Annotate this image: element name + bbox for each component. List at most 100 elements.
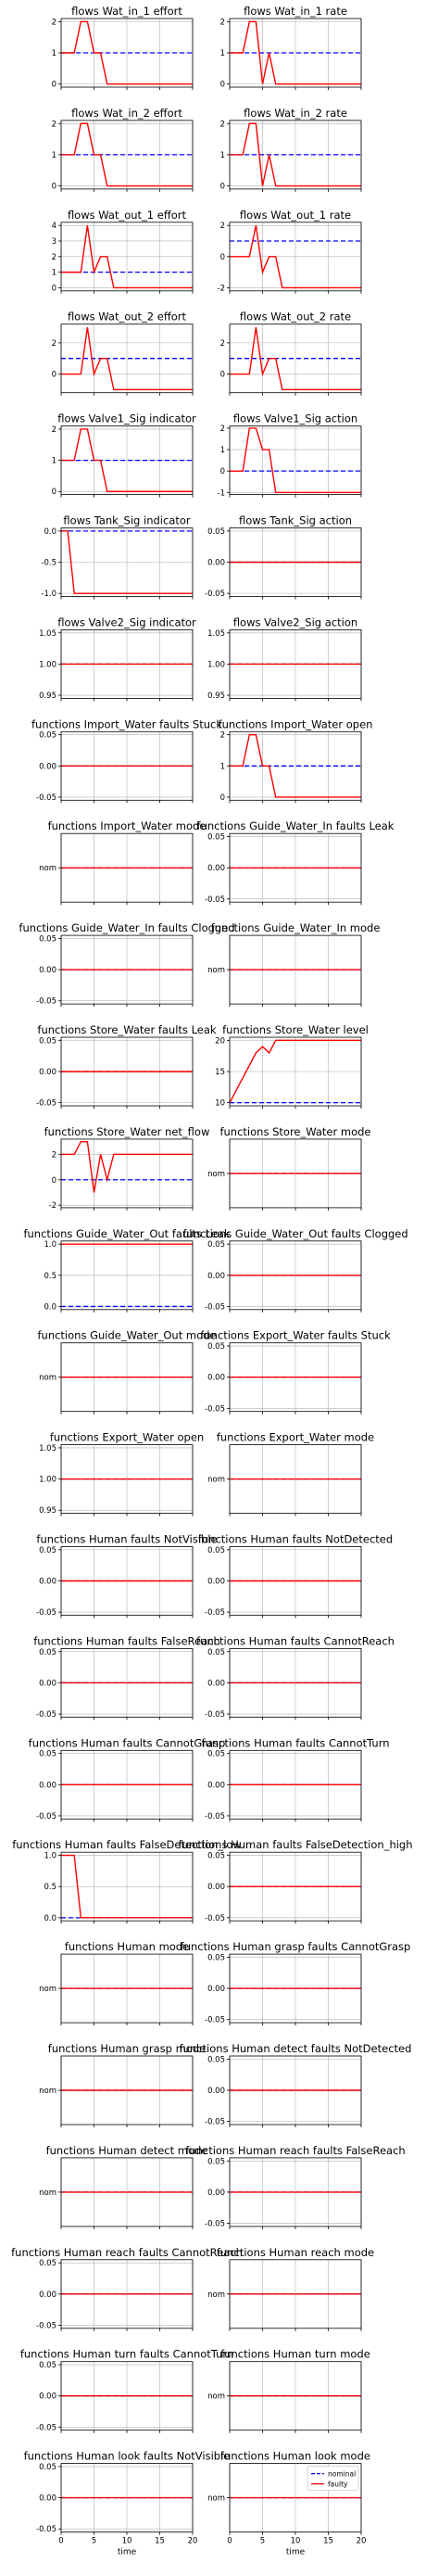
y-tick-label: -0.05: [205, 1404, 225, 1414]
y-tick-label: -0.05: [36, 1099, 56, 1109]
y-tick-label: -0.05: [36, 2321, 56, 2330]
y-tick-label: 0.00: [207, 1781, 225, 1790]
panel-title: functions Human faults CannotTurn: [201, 1736, 389, 1749]
plot-frame: [229, 1851, 362, 1922]
y-tick-label: 1: [220, 762, 225, 771]
y-tick-label: 0.05: [207, 2157, 225, 2166]
chart-panel: flows Valve1_Sig action -1 0 1 2: [218, 412, 362, 498]
panel-title: functions Store_Water level: [222, 1023, 369, 1036]
plot-frame: [229, 222, 362, 292]
y-tick-label: 0.05: [39, 2361, 56, 2370]
y-tick-label: 2: [52, 425, 56, 435]
faulty-series-line: [230, 427, 361, 493]
plot-frame: [229, 2259, 362, 2329]
panel-title: functions Human look faults NotVisible: [24, 2450, 231, 2463]
chart-panel: functions Human turn faults CannotTurn -0…: [20, 2348, 233, 2433]
chart-panel: flows Valve2_Sig indicator 0.95 1.00 1.05: [39, 615, 196, 702]
y-tick-label: nom: [39, 2087, 56, 2096]
y-tick-label: 0.05: [207, 527, 225, 537]
chart-panel: functions Store_Water level 10 15 20: [215, 1023, 369, 1109]
y-tick-label: 2: [220, 120, 225, 129]
x-tick-label: 15: [155, 2537, 165, 2546]
faulty-series-line: [61, 20, 193, 85]
plot-frame: [229, 1648, 362, 1718]
y-tick-label: nom: [207, 1170, 225, 1179]
panel-title: flows Wat_out_1 rate: [240, 209, 351, 222]
chart-panel: functions Guide_Water_Out faults Clogged…: [182, 1227, 408, 1313]
panel-title: flows Valve2_Sig action: [233, 615, 357, 628]
y-tick-label: 2: [220, 425, 225, 434]
panel-title: functions Export_Water faults Stuck: [200, 1329, 391, 1342]
y-tick-label: 1.0: [44, 1240, 56, 1250]
plot-frame: [229, 1953, 362, 2024]
panel-title: functions Store_Water net_flow: [44, 1125, 210, 1138]
plot-frame: [229, 1444, 362, 1514]
y-tick-label: -0.05: [205, 2220, 225, 2229]
panel-title: flows Wat_out_2 effort: [68, 311, 187, 324]
chart-panel: functions Store_Water mode nom: [207, 1125, 371, 1211]
plot-frame: [229, 324, 362, 394]
panel-title: functions Human faults NotDetected: [198, 1533, 393, 1546]
x-axis-label: time: [286, 2548, 306, 2557]
chart-panel: functions Human grasp mode nom: [39, 2042, 206, 2127]
chart-panel: flows Wat_out_1 effort 0 1 2 3 4: [52, 209, 194, 294]
plot-frame: [229, 832, 362, 903]
panel-title: functions Human faults CannotGrasp: [29, 1736, 226, 1749]
y-tick-label: 0.00: [207, 1883, 225, 1892]
panel-title: functions Import_Water open: [219, 717, 373, 730]
x-tick-label: 10: [291, 2537, 301, 2546]
plot-frame: [229, 1240, 362, 1311]
plot-frame: [229, 2361, 362, 2431]
panel-title: functions Guide_Water_Out mode: [37, 1329, 216, 1342]
y-tick-label: 0.05: [207, 2055, 225, 2064]
y-tick-label: 1: [52, 151, 56, 160]
y-tick-label: 0.00: [39, 1679, 56, 1688]
y-tick-label: nom: [39, 1985, 56, 1994]
chart-panel: functions Import_Water mode nom: [39, 819, 206, 906]
chart-panel: functions Human look mode 0 5 10 15 20 nom time…: [207, 2450, 370, 2557]
plot-frame: [229, 1138, 362, 1209]
y-tick-label: 4: [52, 222, 56, 231]
y-tick-label: 1: [52, 269, 56, 278]
plot-frame: [60, 934, 194, 1005]
y-tick-label: nom: [39, 1374, 56, 1383]
panel-title: functions Human faults FalseDetection_hi…: [178, 1838, 412, 1851]
x-tick-label: 5: [92, 2537, 96, 2546]
y-tick-label: -0.05: [36, 1710, 56, 1719]
y-tick-label: 1.05: [39, 1444, 56, 1453]
plot-frame: [229, 2463, 362, 2533]
plot-frame: [229, 1749, 362, 1820]
plot-frame: [229, 1342, 362, 1413]
y-tick-label: 0: [220, 793, 225, 803]
y-tick-label: 0.00: [39, 966, 56, 975]
y-tick-label: 0.00: [39, 2392, 56, 2402]
y-tick-label: nom: [207, 2494, 225, 2504]
y-tick-label: 0.00: [207, 559, 225, 568]
y-tick-label: 0.05: [207, 1750, 225, 1759]
panel-title: functions Human faults FalseReach: [33, 1634, 220, 1647]
chart-panel: flows Wat_out_2 rate 0 2: [220, 311, 362, 396]
panel-title: functions Store_Water faults Leak: [37, 1023, 216, 1036]
y-tick-label: 0.05: [39, 1648, 56, 1657]
chart-panel: functions Export_Water open 0.95 1.00 1.05: [39, 1431, 204, 1516]
plot-frame: [229, 934, 362, 1005]
panel-title: functions Human detect faults NotDetecte…: [180, 2042, 412, 2055]
y-tick-label: 0.00: [39, 2494, 56, 2504]
plot-frame: [60, 120, 194, 190]
y-tick-label: 15: [215, 1068, 225, 1077]
chart-panel: functions Human detect faults NotDetecte…: [180, 2042, 412, 2127]
y-tick-label: 0: [52, 1176, 56, 1186]
y-tick-label: 0: [52, 81, 56, 90]
panel-title: functions Human look mode: [220, 2450, 370, 2463]
faulty-series-line: [61, 1854, 193, 1919]
y-tick-label: 0: [52, 284, 56, 293]
plot-frame: [229, 425, 362, 496]
plot-frame: [229, 1546, 362, 1616]
y-tick-label: 1: [52, 49, 56, 58]
y-tick-label: 0.00: [207, 1679, 225, 1688]
panel-title: functions Import_Water faults Stuck: [31, 717, 222, 730]
y-tick-label: 0.05: [207, 833, 225, 843]
panel-title: functions Human grasp mode: [48, 2042, 206, 2055]
y-tick-label: 0.05: [39, 2259, 56, 2268]
y-tick-label: 2: [220, 339, 225, 349]
